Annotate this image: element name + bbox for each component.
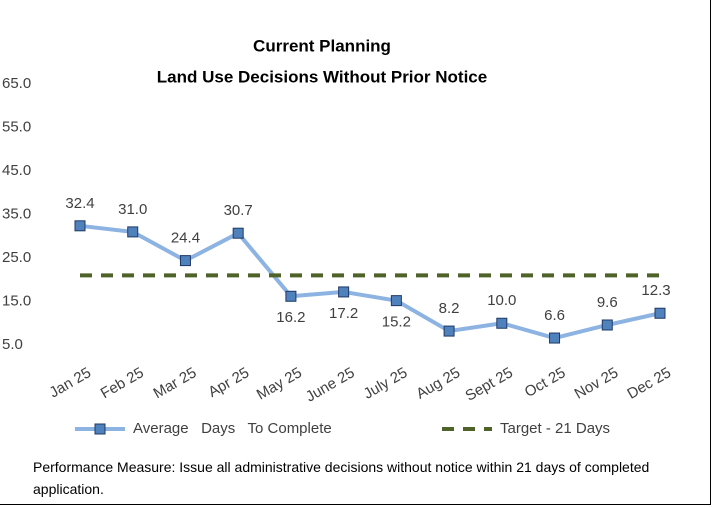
x-tick-label: Aug 25 [413,364,463,402]
marker [443,325,455,337]
marker [549,332,561,344]
marker [390,295,402,307]
legend-marker [94,423,106,435]
marker [74,220,86,232]
note: Performance Measure: Issue all administr… [33,459,650,497]
x-tick-label: Mar 25 [151,364,200,402]
data-label: 24.4 [171,230,200,247]
marker [179,255,191,267]
marker [127,226,139,238]
marker [285,290,297,302]
data-label: 30.7 [224,202,253,219]
chart-subtitle: Land Use Decisions Without Prior Notice [157,67,487,86]
data-label: 10.0 [487,292,516,309]
legend-label: Average Days To Complete [133,420,332,437]
y-tick-label: 35.0 [2,205,31,222]
y-tick-label: 15.0 [2,292,31,309]
data-label: 16.2 [276,309,305,326]
x-tick-label: June 25 [303,364,358,405]
x-tick-label: Oct 25 [522,364,569,401]
x-tick-label: Feb 25 [98,364,147,402]
x-tick-label: July 25 [361,364,411,402]
marker [654,307,666,319]
data-label: 8.2 [439,300,460,317]
chart-title: Current Planning [253,36,391,55]
y-tick-label: 65.0 [2,75,31,92]
data-label: 31.0 [118,201,147,218]
marker [601,319,613,331]
x-tick-label: Nov 25 [572,364,622,402]
data-label: 12.3 [641,282,670,299]
data-label: 6.6 [544,307,565,324]
x-tick-label: Jan 25 [46,364,94,401]
marker [496,317,508,329]
series-line [79,223,661,341]
data-label: 32.4 [65,195,94,212]
x-tick-label: Sept 25 [463,364,516,405]
marker [232,227,244,239]
y-tick-label: 45.0 [2,162,31,179]
y-tick-label: 25.0 [2,249,31,266]
x-tick-label: Dec 25 [624,364,674,402]
x-tick-label: May 25 [254,364,305,403]
data-label: 17.2 [329,305,358,322]
y-tick-label: 5.0 [2,336,23,353]
x-tick-label: Apr 25 [205,364,252,401]
marker [338,286,350,298]
data-label: 9.6 [597,294,618,311]
legend-label: Target - 21 Days [500,420,610,437]
y-tick-label: 55.0 [2,118,31,135]
data-label: 15.2 [382,314,411,331]
